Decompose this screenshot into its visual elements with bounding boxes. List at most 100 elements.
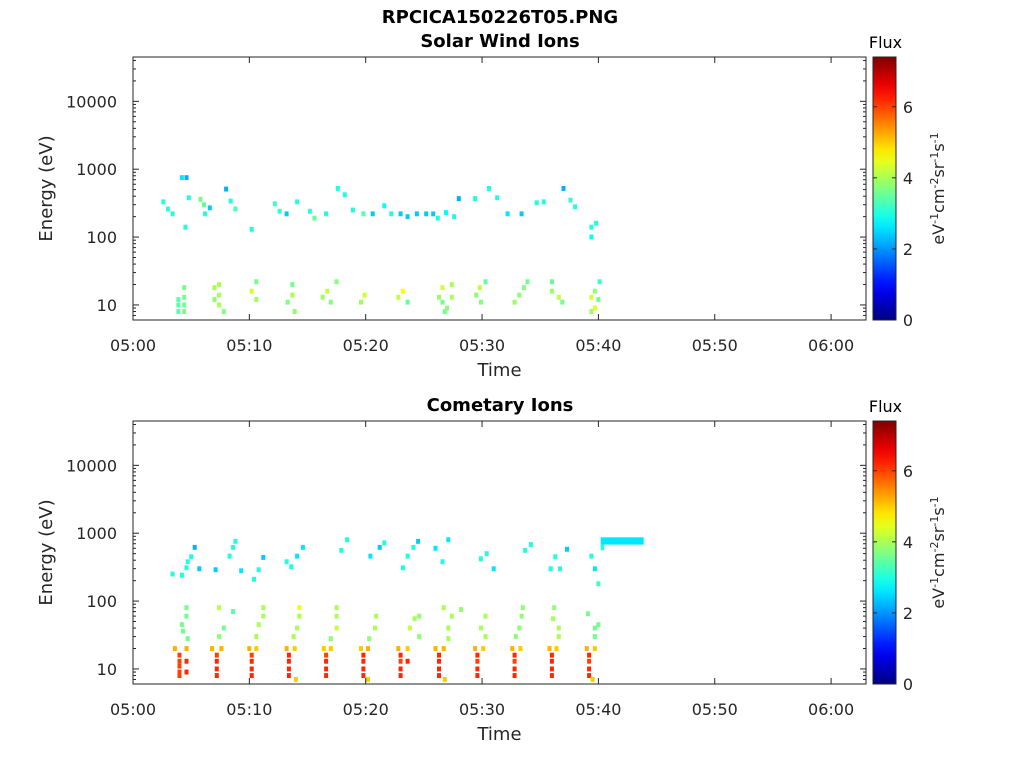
heatmap-cell: [186, 195, 191, 201]
heatmap-cell: [295, 625, 300, 631]
heatmap-cell: [361, 673, 366, 678]
heatmap-cell: [495, 195, 500, 201]
heatmap-cell: [417, 634, 422, 639]
heatmap-cell: [179, 622, 184, 628]
colorbar-tick-label: 6: [903, 98, 913, 117]
heatmap-cell: [256, 622, 261, 628]
heatmap-cell: [596, 581, 601, 587]
heatmap-cell: [324, 666, 329, 672]
heatmap-cell: [300, 544, 305, 550]
heatmap-cell: [312, 215, 317, 221]
heatmap-cell: [587, 658, 592, 664]
heatmap-cell: [475, 652, 480, 658]
heatmap-cell: [487, 186, 491, 191]
heatmap-cell: [400, 288, 405, 294]
heatmap-cell: [561, 186, 566, 191]
heatmap-cell: [350, 207, 355, 213]
heatmap-cell: [177, 673, 182, 678]
panel-1-title: Solar Wind Ions: [420, 31, 580, 52]
heatmap-cell: [184, 613, 189, 619]
heatmap-cell: [292, 309, 297, 314]
heatmap-cell: [328, 299, 333, 305]
unit-exponent: -1: [928, 132, 941, 143]
heatmap-cell: [405, 553, 410, 559]
heatmap-cell: [170, 211, 175, 217]
heatmap-cell: [328, 636, 333, 642]
heatmap-cell: [184, 646, 189, 651]
heatmap-cell: [483, 279, 488, 285]
heatmap-cell: [290, 282, 295, 287]
heatmap-cell: [414, 211, 419, 217]
y-tick-label: 1000: [76, 524, 117, 543]
y-axis-label: Energy (eV): [36, 499, 57, 605]
heatmap-cell: [475, 666, 480, 672]
heatmap-cell: [197, 566, 202, 572]
heatmap-cell: [553, 554, 558, 560]
heatmap-cell: [417, 613, 422, 619]
heatmap-cell: [596, 297, 601, 302]
heatmap-cell: [227, 553, 232, 559]
plot-area: [133, 57, 866, 320]
heatmap-cell: [474, 292, 479, 298]
heatmap-cell: [518, 646, 523, 651]
heatmap-cell: [587, 652, 592, 658]
heatmap-cell: [441, 605, 446, 611]
heatmap-cell: [481, 646, 486, 651]
heatmap-cell: [182, 294, 187, 300]
y-tick-label: 10000: [66, 456, 117, 475]
heatmap-cell: [483, 613, 488, 619]
heatmap-cell: [441, 646, 446, 651]
heatmap-cell: [277, 208, 282, 214]
panel-2: 05:00 05:10 05:20 05:30 05:40 05:50 06:00 Time 1…: [36, 397, 948, 745]
heatmap-cell: [560, 299, 565, 305]
heatmap-cell: [297, 613, 302, 619]
heatmap-cell: [549, 652, 554, 658]
heatmap-cell: [177, 652, 182, 658]
heatmap-cell: [261, 555, 266, 560]
heatmap-cell: [411, 544, 416, 550]
heatmap-cell: [554, 646, 559, 651]
heatmap-cell: [295, 199, 300, 205]
heatmap-cell: [177, 658, 182, 664]
heatmap-cell: [541, 199, 546, 205]
heatmap-cell: [321, 646, 326, 651]
y-axis-label: Energy (eV): [36, 135, 57, 241]
heatmap-cell: [361, 211, 366, 217]
unit-exponent: -2: [928, 542, 941, 553]
unit-symbol: sr: [929, 526, 948, 541]
heatmap-cell: [433, 646, 438, 651]
heatmap-cell: [437, 652, 441, 658]
colorbar-scale: [872, 56, 897, 321]
heatmap-cell: [549, 279, 554, 285]
heatmap-cell: [547, 646, 552, 651]
x-tick-label: 06:00: [808, 700, 854, 719]
heatmap-cell: [396, 294, 401, 300]
colorbar-label: eV-1cm-2sr-1s-1: [928, 132, 949, 244]
heatmap-cell: [585, 611, 590, 617]
heatmap-cell: [361, 658, 366, 664]
heatmap-cell: [512, 652, 517, 658]
heatmap-cell: [435, 215, 440, 221]
heatmap-cell: [217, 302, 222, 308]
x-axis: 05:00 05:10 05:20 05:30 05:40 05:50 06:00 Time: [110, 57, 854, 381]
heatmap-cell: [592, 566, 597, 572]
heatmap-cell: [254, 297, 259, 302]
heatmap-cell: [189, 554, 194, 560]
heatmap-cell: [512, 299, 517, 305]
heatmap-cell: [442, 309, 447, 314]
heatmap-cell: [286, 673, 291, 678]
colorbar-scale: [872, 420, 897, 685]
heatmap-cell: [374, 613, 379, 619]
heatmap-cell: [416, 538, 421, 544]
heatmap-cell: [456, 196, 461, 201]
heatmap-cell: [228, 198, 233, 204]
y-tick-label: 100: [86, 228, 117, 247]
heatmap-cell: [295, 553, 300, 559]
y-tick-label: 10000: [66, 92, 117, 111]
heatmap-cell: [320, 294, 325, 300]
heatmap-cell: [568, 197, 573, 203]
y-tick-label: 10: [97, 660, 117, 679]
heatmap-cell: [389, 211, 394, 217]
heatmap-cell: [185, 636, 190, 642]
